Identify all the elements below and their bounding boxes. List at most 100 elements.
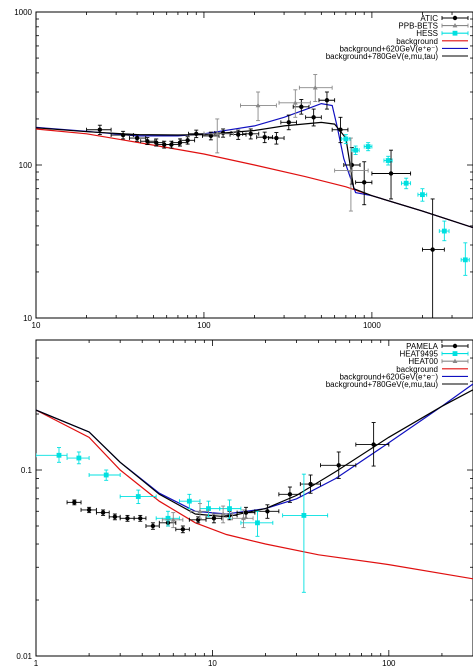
legend-entry-background-620gev-e-e: background+620GeV(e⁺e⁻) (339, 44, 468, 53)
x-tick-label: 10 (32, 321, 41, 330)
data-point-hess (462, 257, 468, 263)
legend-sample-marker (452, 15, 458, 21)
data-point-hess (385, 158, 391, 163)
data-point-heat9495 (301, 513, 307, 518)
x-tick-label: 100 (197, 321, 211, 330)
legend-label: ATIC (420, 14, 438, 23)
legend-sample-marker (452, 23, 458, 28)
data-point-atic (324, 98, 330, 103)
legend-entry-heat00: HEAT00 (408, 357, 469, 366)
data-point-atic (145, 139, 150, 144)
data-point-atic (220, 130, 226, 136)
legend-entry-ppb-bets: PPB-BETS (398, 22, 469, 31)
plot-frame (35, 339, 473, 657)
data-point-hess (403, 180, 409, 186)
legend-entry-background-780gev-e-mu-tau: background+780GeV(e,mu,tau) (326, 380, 468, 389)
legend-label: background+780GeV(e,mu,tau) (326, 52, 439, 61)
legend-label: PPB-BETS (398, 22, 438, 31)
legend-entry-hess: HESS (416, 29, 469, 38)
data-point-pamela (180, 527, 186, 532)
series-pamela (66, 422, 390, 534)
legend-entry-background: background (396, 37, 468, 46)
data-point-atic (274, 135, 279, 141)
legend-entry-background-620gev-e-e: background+620GeV(e⁺e⁻) (339, 372, 468, 381)
data-point-hess (365, 144, 371, 149)
legend-label: background+620GeV(e⁺e⁻) (339, 44, 438, 53)
x-tick-label: 1000 (363, 321, 381, 330)
x-tick-label: 1 (34, 659, 39, 668)
data-point-pamela (72, 500, 77, 505)
error-bar (110, 130, 134, 140)
data-point-pamela (371, 442, 376, 447)
series-atic (86, 91, 445, 318)
data-point-atic (262, 134, 267, 140)
data-point-pamela (100, 510, 106, 515)
data-point-heat9495 (227, 506, 232, 512)
data-point-ppb-bets (214, 131, 220, 136)
legend-label: background (396, 37, 438, 46)
data-point-atic (430, 247, 435, 252)
plot-area (36, 74, 473, 318)
legend: ATICPPB-BETSHESSbackgroundbackground+620… (326, 14, 469, 61)
legend: PAMELAHEAT9495HEAT00backgroundbackground… (326, 342, 469, 389)
data-point-atic (286, 120, 291, 125)
series-line-background-620gev-e-e (36, 383, 473, 515)
legend-entry-background: background (396, 365, 468, 374)
data-point-atic (194, 131, 199, 136)
data-point-heat9495 (206, 506, 211, 512)
y-tick-label: 0.01 (16, 652, 32, 661)
data-point-atic (311, 115, 316, 120)
plot-area (36, 383, 473, 593)
data-point-pamela (211, 516, 217, 521)
data-point-pamela (112, 514, 118, 520)
data-point-atic (236, 132, 241, 137)
data-point-hess (420, 192, 425, 198)
data-point-heat9495 (255, 520, 260, 526)
axis-ticks (35, 339, 473, 657)
x-tick-label: 10 (208, 659, 217, 668)
series-hess (341, 134, 470, 276)
series-ppb-bets (203, 74, 369, 212)
legend-label: PAMELA (406, 342, 439, 351)
data-point-heat00 (241, 515, 246, 521)
legend-label: HEAT00 (408, 357, 438, 366)
legend-entry-pamela: PAMELA (406, 342, 469, 351)
data-point-atic (299, 104, 304, 110)
data-point-atic (362, 180, 367, 185)
legend-label: background+780GeV(e,mu,tau) (326, 380, 439, 389)
data-point-heat9495 (135, 494, 141, 499)
legend-label: HESS (416, 29, 438, 38)
data-point-atic (388, 171, 394, 176)
data-point-heat00 (197, 508, 203, 514)
data-point-ppb-bets (255, 102, 261, 108)
y-tick-label: 1000 (14, 8, 32, 17)
data-point-hess (343, 136, 349, 142)
legend-label: background+620GeV(e⁺e⁻) (339, 372, 438, 381)
x-tick-label: 100 (382, 659, 396, 668)
data-point-hess (353, 147, 359, 153)
data-point-heat00 (220, 511, 226, 516)
error-bar (36, 447, 68, 463)
legend-sample-marker (452, 358, 458, 363)
error-bar (282, 473, 329, 593)
data-point-heat9495 (165, 515, 171, 521)
data-point-atic (134, 135, 140, 141)
data-point-atic (120, 132, 126, 138)
data-point-pamela (265, 509, 270, 514)
data-point-heat9495 (56, 452, 62, 458)
series-line-background-780gev-e-mu-tau (36, 121, 473, 229)
series-line-background-620gev-e-e (36, 102, 473, 229)
data-point-pamela (86, 507, 92, 513)
data-point-atic (97, 127, 103, 132)
data-point-pamela (150, 523, 156, 529)
y-tick-label: 10 (23, 314, 32, 323)
data-point-atic (208, 133, 214, 139)
data-point-heat00 (170, 517, 176, 522)
series-line-background (36, 409, 473, 580)
data-point-atic (177, 140, 183, 145)
legend-sample-marker (452, 30, 458, 36)
series-line-background-780gev-e-mu-tau (36, 389, 473, 518)
data-point-atic (338, 127, 343, 132)
error-bar (203, 118, 234, 154)
data-point-atic (185, 138, 190, 143)
